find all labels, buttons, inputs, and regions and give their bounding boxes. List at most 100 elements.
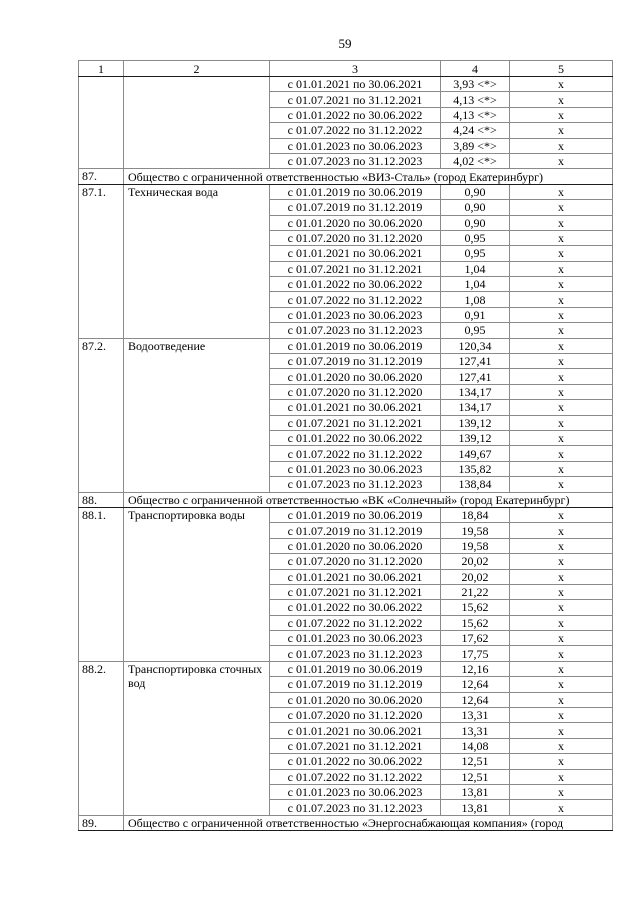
item-number: 87.2. [78, 337, 124, 493]
period-cell: с 01.01.2021 по 30.06.2021 [269, 568, 441, 585]
value-cell: 127,41 [440, 368, 510, 385]
mark-cell: х [509, 383, 613, 401]
mark-cell: х [509, 522, 613, 539]
mark-cell: х [509, 660, 613, 678]
organization-title: Общество с ограниченной ответственностью… [123, 491, 613, 508]
period-cell: с 01.01.2023 по 30.06.2023 [269, 630, 441, 647]
service-name: Транспортировка сточных вод [123, 660, 270, 816]
value-cell: 19,58 [440, 537, 510, 555]
tariff-row: с 01.07.2021 по 31.12.2021 4,13 <*> х [79, 91, 613, 108]
tariff-row: с 01.01.2022 по 30.06.2022 15,62 х [79, 599, 613, 616]
period-cell: с 01.01.2021 по 30.06.2021 [269, 75, 441, 93]
period-cell: с 01.01.2020 по 30.06.2020 [269, 537, 441, 555]
mark-cell: х [509, 630, 613, 647]
column-header: 1 [78, 60, 124, 77]
value-cell: 15,62 [440, 614, 510, 632]
value-cell: 12,64 [440, 676, 510, 693]
mark-cell: х [509, 322, 613, 339]
tariff-row: с 01.07.2022 по 31.12.2022 15,62 х [79, 614, 613, 632]
mark-cell: х [509, 429, 613, 447]
value-cell: 0,90 [440, 214, 510, 231]
mark-cell: х [509, 783, 613, 801]
period-cell: с 01.07.2023 по 31.12.2023 [269, 152, 441, 170]
mark-cell: х [509, 214, 613, 231]
period-cell: с 01.07.2021 по 31.12.2021 [269, 737, 441, 755]
period-cell: с 01.01.2022 по 30.06.2022 [269, 429, 441, 447]
value-cell: 120,34 [440, 337, 510, 355]
mark-cell: х [509, 707, 613, 724]
tariff-row: с 01.07.2023 по 31.12.2023 4,02 <*> х [79, 152, 613, 170]
value-cell: 138,84 [440, 476, 510, 493]
mark-cell: х [509, 229, 613, 247]
organization-title: Общество с ограниченной ответственностью… [123, 814, 613, 832]
period-cell: с 01.01.2021 по 30.06.2021 [269, 245, 441, 262]
period-cell: с 01.01.2023 по 30.06.2023 [269, 306, 441, 324]
period-cell: с 01.01.2021 по 30.06.2021 [269, 722, 441, 739]
mark-cell: х [509, 753, 613, 770]
value-cell: 14,08 [440, 737, 510, 755]
value-cell: 0,90 [440, 183, 510, 201]
tariff-row: с 01.07.2021 по 31.12.2021 139,12 х [79, 414, 613, 431]
mark-cell: х [509, 91, 613, 108]
value-cell: 139,12 [440, 429, 510, 447]
value-cell: 127,41 [440, 353, 510, 370]
item-number: 87.1. [78, 183, 124, 339]
service-name: Техническая вода [123, 183, 270, 339]
period-cell: с 01.01.2019 по 30.06.2019 [269, 337, 441, 355]
value-cell: 0,95 [440, 322, 510, 339]
mark-cell: х [509, 691, 613, 709]
mark-cell: х [509, 399, 613, 416]
period-cell: с 01.07.2022 по 31.12.2022 [269, 614, 441, 632]
value-cell: 15,62 [440, 599, 510, 616]
mark-cell: х [509, 506, 613, 524]
value-cell: 17,62 [440, 630, 510, 647]
tariff-row: с 01.07.2020 по 31.12.2020 0,95 х [79, 229, 613, 247]
mark-cell: х [509, 445, 613, 462]
tariff-row: с 01.07.2022 по 31.12.2022 12,51 х [79, 768, 613, 785]
mark-cell: х [509, 414, 613, 431]
organization-number: 87. [78, 168, 124, 185]
value-cell: 13,81 [440, 783, 510, 801]
tariff-row: с 01.01.2023 по 30.06.2023 0,91 х [79, 306, 613, 324]
mark-cell: х [509, 260, 613, 278]
tariff-row: с 01.07.2021 по 31.12.2021 14,08 х [79, 737, 613, 755]
tariff-row: с 01.01.2022 по 30.06.2022 12,51 х [79, 753, 613, 770]
organization-row: 87. Общество с ограниченной ответственнос… [78, 168, 613, 185]
period-cell: с 01.07.2021 по 31.12.2021 [269, 260, 441, 278]
tariff-row: с 01.07.2019 по 31.12.2019 12,64 х [79, 676, 613, 693]
mark-cell: х [509, 737, 613, 755]
period-cell: с 01.01.2019 по 30.06.2019 [269, 506, 441, 524]
period-cell: с 01.01.2022 по 30.06.2022 [269, 599, 441, 616]
period-cell: с 01.01.2020 по 30.06.2020 [269, 368, 441, 385]
period-cell: с 01.07.2020 по 31.12.2020 [269, 707, 441, 724]
value-cell: 0,91 [440, 306, 510, 324]
value-cell: 0,95 [440, 245, 510, 262]
period-cell: с 01.01.2020 по 30.06.2020 [269, 214, 441, 231]
tariff-row: с 01.07.2023 по 31.12.2023 13,81 х [79, 799, 613, 816]
mark-cell: х [509, 799, 613, 816]
mark-cell: х [509, 645, 613, 662]
value-cell: 0,95 [440, 229, 510, 247]
mark-cell: х [509, 676, 613, 693]
value-cell: 4,13 <*> [440, 91, 510, 108]
value-cell: 12,64 [440, 691, 510, 709]
value-cell: 4,13 <*> [440, 106, 510, 124]
mark-cell: х [509, 553, 613, 570]
service-name [123, 75, 270, 170]
tariff-row: с 01.01.2021 по 30.06.2021 134,17 х [79, 399, 613, 416]
service-name: Транспортировка воды [123, 506, 270, 662]
organization-number: 89. [78, 814, 124, 832]
page-number: 59 [338, 36, 352, 51]
value-cell: 12,51 [440, 768, 510, 785]
tariff-row: 88.1. Транспортировка воды с 01.01.2019 по… [78, 506, 613, 662]
value-cell: 139,12 [440, 414, 510, 431]
column-header: 4 [440, 60, 510, 77]
value-cell: 21,22 [440, 583, 510, 601]
tariff-row: 88.2. Транспортировка сточных вод с 01.01.… [78, 660, 613, 816]
mark-cell: х [509, 152, 613, 170]
tariff-row: 87.1. Техническая вода с 01.01.2019 по 30.… [78, 183, 613, 339]
period-cell: с 01.07.2023 по 31.12.2023 [269, 476, 441, 493]
tariff-row: с 01.01.2023 по 30.06.2023 135,82 х [79, 460, 613, 478]
mark-cell: х [509, 122, 613, 139]
